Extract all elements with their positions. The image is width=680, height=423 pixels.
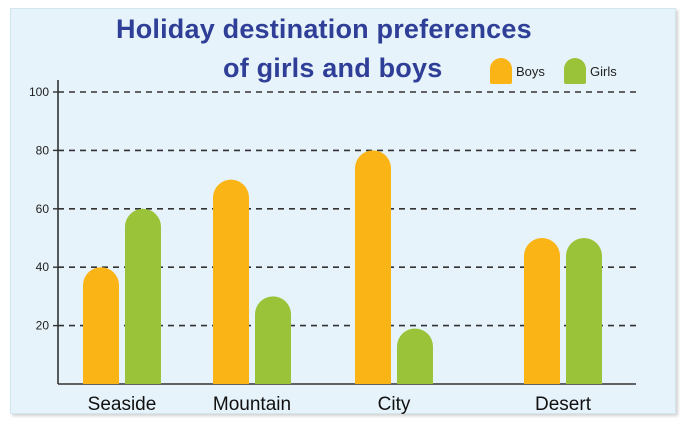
legend-item-girls: Girls (564, 58, 617, 84)
ytick-label: 80 (36, 143, 50, 157)
bar-girls-mountain (255, 296, 291, 384)
ytick-label: 20 (36, 319, 50, 333)
ytick-label: 100 (29, 85, 49, 99)
bar-girls-desert (566, 238, 602, 384)
chart-title-line1: Holiday destination preferences (116, 14, 532, 44)
bar-boys-desert (524, 238, 560, 384)
xtick-label: Seaside (88, 394, 157, 415)
bar-girls-seaside (125, 208, 161, 384)
bar-boys-mountain (213, 179, 249, 384)
xtick-label: City (378, 394, 411, 415)
legend-item-boys: Boys (490, 58, 545, 84)
bar-boys-seaside (83, 267, 119, 384)
bar-girls-city (397, 328, 433, 384)
ytick-label: 40 (36, 260, 50, 274)
xtick-label: Mountain (213, 394, 291, 415)
legend-label-girls: Girls (590, 63, 617, 79)
legend-swatch-girls (564, 58, 586, 84)
bar-boys-city (355, 150, 391, 384)
chart-title-line2: of girls and boys (223, 53, 443, 83)
xtick-label: Desert (535, 394, 592, 415)
legend-swatch-boys (490, 58, 512, 84)
ytick-label: 60 (36, 202, 50, 216)
legend-label-boys: Boys (516, 63, 545, 79)
